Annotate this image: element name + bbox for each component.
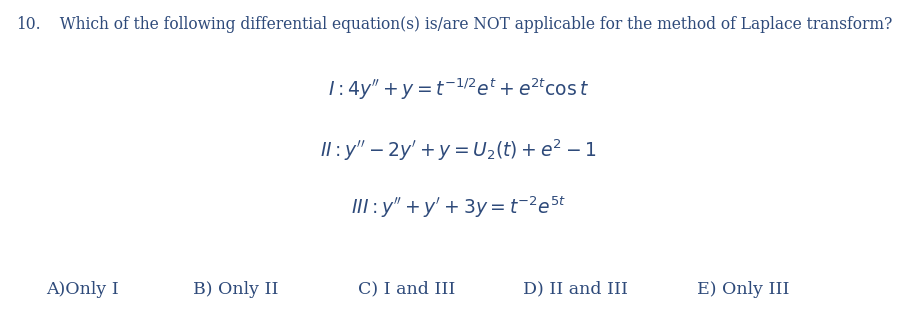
Text: D) II and III: D) II and III [523,281,628,298]
Text: 10.: 10. [17,16,41,33]
Text: $II : y'' - 2y' + y = U_2(t) + e^{2} - 1$: $II : y'' - 2y' + y = U_2(t) + e^{2} - 1… [320,137,597,163]
Text: B) Only II: B) Only II [193,281,278,298]
Text: $III : y'' + y' + 3y = t^{-2}e^{5t}$: $III : y'' + y' + 3y = t^{-2}e^{5t}$ [351,195,566,220]
Text: $I : 4y'' + y = t^{-1/2}e^{t} + e^{2t}\cos t$: $I : 4y'' + y = t^{-1/2}e^{t} + e^{2t}\c… [328,77,589,102]
Text: Which of the following differential equation(s) is/are NOT applicable for the me: Which of the following differential equa… [50,16,893,33]
Text: A)Only I: A)Only I [46,281,118,298]
Text: E) Only III: E) Only III [697,281,790,298]
Text: C) I and III: C) I and III [358,281,455,298]
